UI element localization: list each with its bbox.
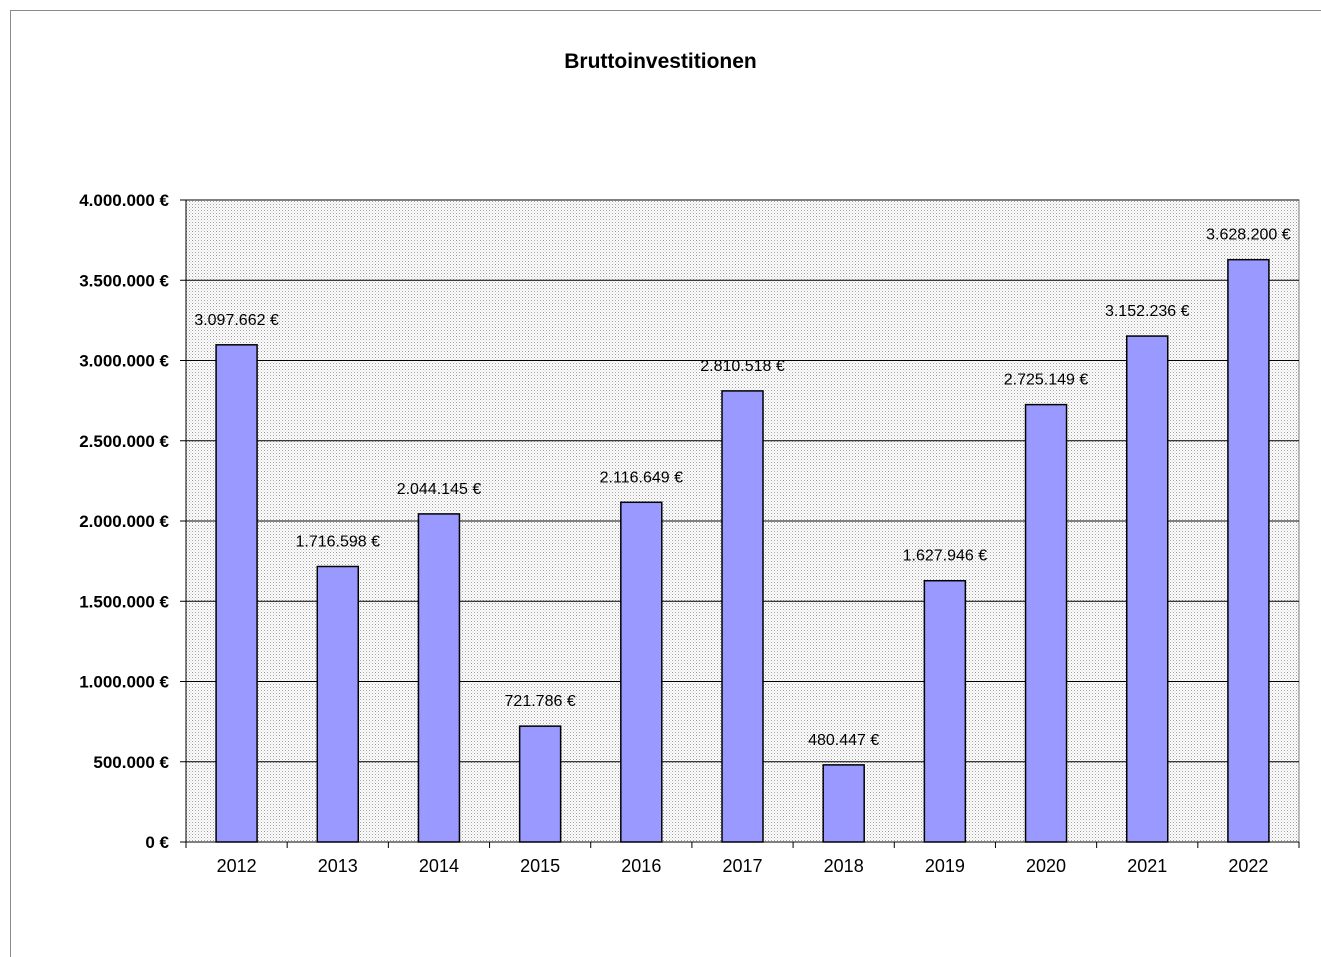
y-tick-label: 2.000.000 €: [79, 512, 169, 531]
bar-2013: [316, 565, 360, 843]
data-label: 2.810.518 €: [700, 358, 785, 375]
x-tick-label: 2020: [1026, 856, 1066, 876]
y-tick-label: 4.000.000 €: [79, 191, 169, 210]
x-tick-label: 2017: [722, 856, 762, 876]
data-label: 2.725.149 €: [1004, 372, 1089, 389]
x-tick-label: 2019: [925, 856, 965, 876]
bar-2012: [215, 344, 258, 843]
data-label: 721.786 €: [505, 693, 576, 710]
x-tick-label: 2015: [520, 856, 560, 876]
y-tick-label: 3.500.000 €: [79, 271, 169, 290]
bar-2014: [417, 513, 461, 843]
bar-2016: [620, 501, 663, 843]
y-tick-label: 500.000 €: [93, 753, 169, 772]
data-label: 2.116.649 €: [600, 469, 683, 486]
x-tick-label: 2016: [621, 856, 661, 876]
bar-2021: [1125, 335, 1169, 843]
chart-title: Bruttoinvestitionen: [564, 50, 757, 73]
x-tick-label: 2012: [217, 856, 257, 876]
x-tick-label: 2022: [1228, 856, 1268, 876]
data-label: 1.716.598 €: [296, 533, 381, 550]
y-tick-label: 1.500.000 €: [79, 592, 169, 611]
data-label: 3.628.200 €: [1206, 227, 1291, 244]
y-tick-label: 1.000.000 €: [79, 673, 169, 692]
y-tick-label: 0 €: [145, 833, 169, 852]
data-label: 480.447 €: [808, 732, 879, 749]
data-label: 1.627.946 €: [903, 548, 988, 565]
bar-2017: [721, 390, 764, 843]
data-label: 3.097.662 €: [194, 312, 279, 329]
bar-2015: [518, 725, 562, 843]
y-tick-label: 3.000.000 €: [79, 352, 169, 371]
x-tick-label: 2014: [419, 856, 459, 876]
bar-2020: [1024, 403, 1068, 843]
x-tick-label: 2021: [1127, 856, 1167, 876]
data-label: 3.152.236 €: [1105, 303, 1190, 320]
bar-2018: [822, 764, 865, 843]
bar-2022: [1227, 258, 1270, 843]
data-label: 2.044.145 €: [397, 481, 482, 498]
x-tick-label: 2018: [824, 856, 864, 876]
x-tick-label: 2013: [318, 856, 358, 876]
y-tick-label: 2.500.000 €: [79, 432, 169, 451]
bar-2019: [923, 579, 967, 843]
